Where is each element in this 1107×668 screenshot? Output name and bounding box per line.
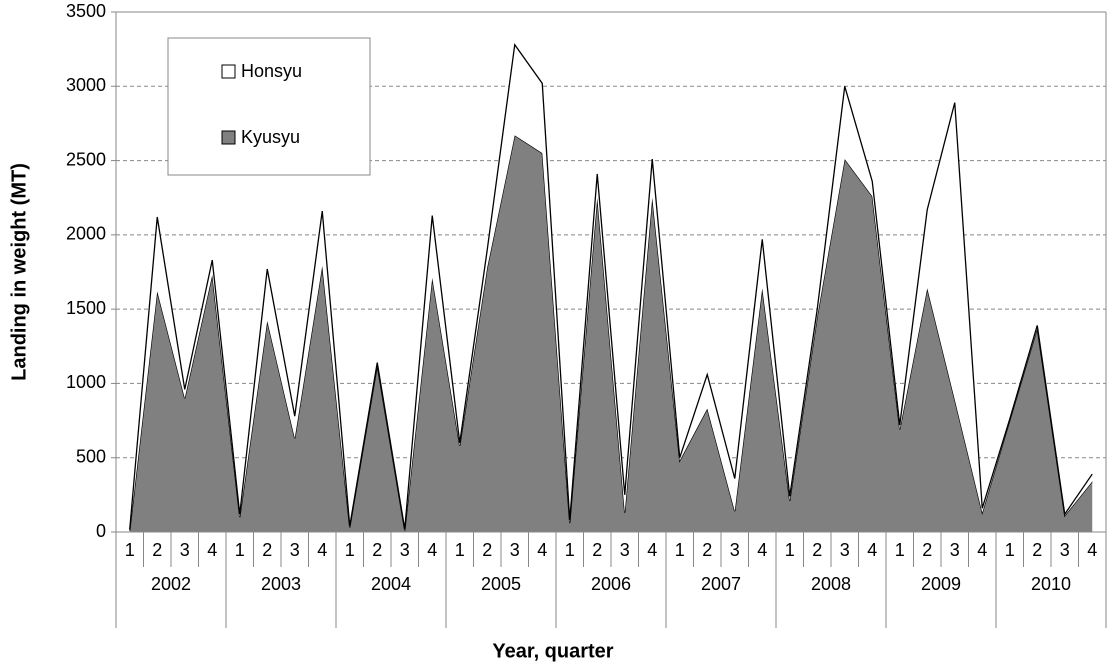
x-tick-label: 3: [290, 540, 300, 560]
legend-swatch: [221, 64, 236, 79]
x-tick-label: 3: [840, 540, 850, 560]
x-tick-label: 1: [455, 540, 465, 560]
x-tick-label: 1: [675, 540, 685, 560]
area-fill: [129, 44, 1093, 531]
x-tick-label: 4: [427, 540, 437, 560]
x-tick-label: 3: [620, 540, 630, 560]
x-tick-label: 4: [317, 540, 327, 560]
x-tick-label: 1: [785, 540, 795, 560]
x-tick-label: 4: [1087, 540, 1097, 560]
x-tick-label: 2: [152, 540, 162, 560]
x-tick-label: 4: [537, 540, 547, 560]
x-tick-label: 1: [895, 540, 905, 560]
x-tick-label: 4: [757, 540, 767, 560]
x-tick-label: 1: [235, 540, 245, 560]
x-tick-label: 3: [1060, 540, 1070, 560]
x-tick-label: 4: [647, 540, 657, 560]
x-tick-label: 2: [702, 540, 712, 560]
x-tick-label: 1: [1005, 540, 1015, 560]
area-edge: [129, 42, 1093, 530]
group-label: 2010: [1031, 574, 1071, 594]
x-tick-label: 1: [565, 540, 575, 560]
x-tick-label: 4: [867, 540, 877, 560]
x-tick-label: 3: [180, 540, 190, 560]
x-axis-title: Year, quarter: [492, 640, 613, 662]
group-label: 2004: [371, 574, 411, 594]
group-label: 2005: [481, 574, 521, 594]
group-label: 2003: [261, 574, 301, 594]
y-tick-label: 2000: [66, 224, 106, 244]
x-tick-label: 2: [1032, 540, 1042, 560]
x-tick-label: 2: [592, 540, 602, 560]
group-label: 2002: [151, 574, 191, 594]
x-tick-label: 1: [125, 540, 135, 560]
x-tick-label: 2: [262, 540, 272, 560]
x-tick-label: 3: [950, 540, 960, 560]
legend-label: Honsyu: [241, 61, 302, 81]
y-tick-label: 3000: [66, 75, 106, 95]
y-tick-label: 500: [76, 446, 106, 466]
group-label: 2009: [921, 574, 961, 594]
y-tick-label: 1000: [66, 372, 106, 392]
y-tick-label: 1500: [66, 298, 106, 318]
y-tick-label: 0: [96, 521, 106, 541]
x-tick-label: 1: [345, 540, 355, 560]
y-tick-label: 3500: [66, 1, 106, 21]
x-tick-label: 4: [977, 540, 987, 560]
x-tick-label: 2: [372, 540, 382, 560]
x-tick-label: 3: [400, 540, 410, 560]
legend-swatch: [221, 130, 236, 145]
legend-box: [167, 37, 371, 176]
group-label: 2007: [701, 574, 741, 594]
x-tick-label: 2: [482, 540, 492, 560]
group-label: 2008: [811, 574, 851, 594]
y-axis-title: Landing in weight (MT): [8, 163, 30, 381]
legend-label: Kyusyu: [241, 127, 300, 147]
x-tick-label: 3: [730, 540, 740, 560]
x-tick-label: 3: [510, 540, 520, 560]
group-label: 2006: [591, 574, 631, 594]
x-tick-label: 2: [922, 540, 932, 560]
y-tick-label: 2500: [66, 149, 106, 169]
x-tick-label: 4: [207, 540, 217, 560]
area-fill: [129, 135, 1093, 533]
x-tick-label: 2: [812, 540, 822, 560]
